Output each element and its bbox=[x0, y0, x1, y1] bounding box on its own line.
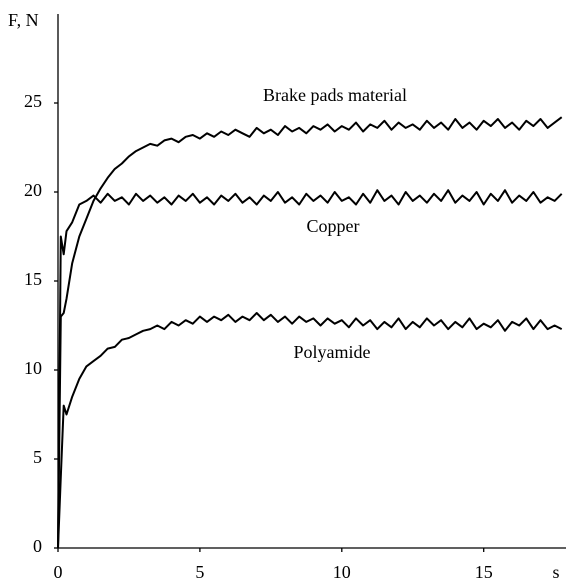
series-label: Copper bbox=[307, 216, 360, 236]
y-tick-label: 5 bbox=[33, 447, 42, 467]
x-axis-label: s bbox=[552, 562, 559, 582]
x-tick-label: 10 bbox=[333, 562, 351, 582]
y-tick-label: 0 bbox=[33, 536, 42, 556]
y-tick-label: 20 bbox=[24, 180, 42, 200]
y-tick-label: 10 bbox=[24, 358, 42, 378]
x-tick-label: 0 bbox=[54, 562, 63, 582]
x-tick-label: 5 bbox=[195, 562, 204, 582]
y-tick-label: 15 bbox=[24, 269, 42, 289]
series-line bbox=[57, 189, 563, 549]
series-line bbox=[57, 116, 563, 549]
series-label: Polyamide bbox=[294, 342, 371, 362]
series-line bbox=[57, 312, 563, 549]
series-label: Brake pads material bbox=[263, 85, 407, 105]
x-tick-label: 15 bbox=[475, 562, 493, 582]
y-axis-label: F, N bbox=[8, 10, 39, 30]
y-tick-label: 25 bbox=[24, 91, 42, 111]
